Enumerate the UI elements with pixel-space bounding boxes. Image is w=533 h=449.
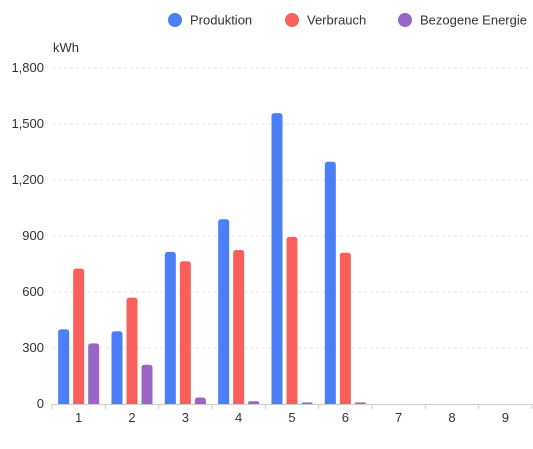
x-tick-label: 6 xyxy=(342,410,349,425)
legend-marker-produktion[interactable] xyxy=(168,13,182,27)
y-tick-label: 300 xyxy=(22,340,44,355)
y-tick-label: 0 xyxy=(37,396,44,411)
legend-label[interactable]: Verbrauch xyxy=(307,13,366,28)
bar-verbrauch[interactable] xyxy=(126,297,138,404)
x-tick-label: 3 xyxy=(182,410,189,425)
bars xyxy=(58,113,366,404)
bar-produktion[interactable] xyxy=(164,251,176,404)
bar-bezogene-energie[interactable] xyxy=(354,402,366,405)
y-axis-unit-label: kWh xyxy=(53,40,79,55)
legend: Produktion Verbrauch Bezogene Energie xyxy=(168,13,527,28)
bar-bezogene-energie[interactable] xyxy=(248,401,260,404)
bar-produktion[interactable] xyxy=(271,113,283,404)
bar-bezogene-energie[interactable] xyxy=(301,402,313,405)
bar-verbrauch[interactable] xyxy=(233,250,245,404)
bar-bezogene-energie[interactable] xyxy=(88,343,100,404)
bar-produktion[interactable] xyxy=(218,219,230,404)
y-tick-label: 1,800 xyxy=(11,60,44,75)
y-tick-label: 1,500 xyxy=(11,116,44,131)
axes: 0 300 600 900 1,200 1,500 1,800 1 2 3 4 5 6 7 8 9 xyxy=(11,60,533,425)
legend-marker-verbrauch[interactable] xyxy=(285,13,299,27)
legend-label[interactable]: Bezogene Energie xyxy=(420,13,527,28)
bar-verbrauch[interactable] xyxy=(339,252,351,404)
bar-bezogene-energie[interactable] xyxy=(194,397,206,404)
bar-produktion[interactable] xyxy=(58,329,70,404)
legend-marker-bezogene-energie[interactable] xyxy=(398,13,412,27)
x-tick-label: 2 xyxy=(128,410,135,425)
bar-bezogene-energie[interactable] xyxy=(141,364,153,404)
bar-verbrauch[interactable] xyxy=(179,261,191,404)
y-tick-label: 1,200 xyxy=(11,172,44,187)
x-tick-label: 5 xyxy=(288,410,295,425)
x-tick-label: 7 xyxy=(395,410,402,425)
x-tick-label: 8 xyxy=(448,410,455,425)
bar-produktion[interactable] xyxy=(324,161,336,404)
y-tick-label: 600 xyxy=(22,284,44,299)
x-tick-label: 9 xyxy=(502,410,509,425)
x-tick-label: 1 xyxy=(75,410,82,425)
bar-produktion[interactable] xyxy=(111,331,123,404)
x-tick-label: 4 xyxy=(235,410,242,425)
y-tick-label: 900 xyxy=(22,228,44,243)
legend-label[interactable]: Produktion xyxy=(190,13,252,28)
bar-verbrauch[interactable] xyxy=(286,236,298,404)
bar-verbrauch[interactable] xyxy=(73,268,85,404)
